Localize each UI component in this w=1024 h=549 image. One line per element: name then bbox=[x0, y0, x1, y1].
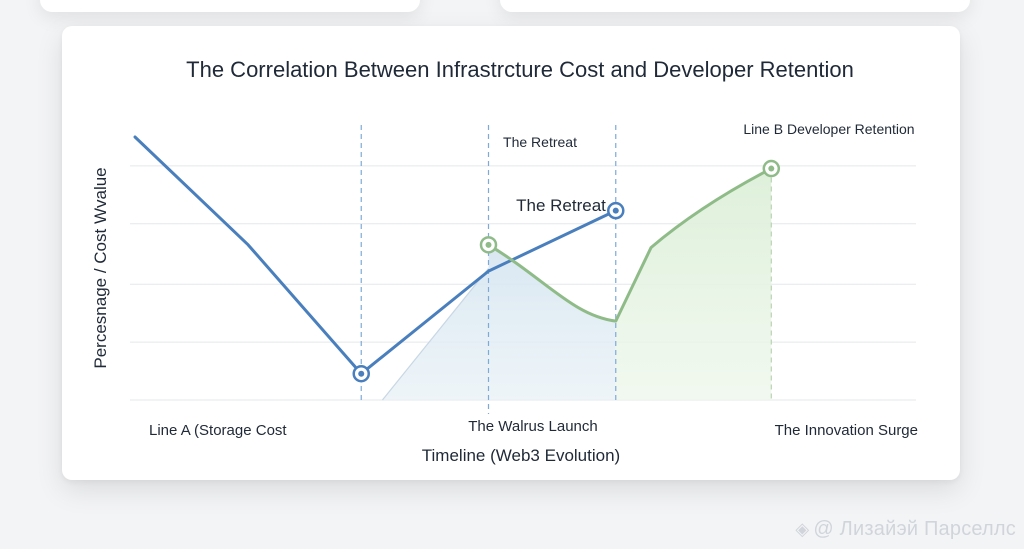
annotation-line-b-label: Line B Developer Retention bbox=[743, 121, 914, 137]
marker-dot-line-a-4 bbox=[612, 207, 619, 214]
watermark: ◈ @ Лизайэй Парселлс bbox=[795, 518, 1016, 541]
area-fill-edge bbox=[381, 268, 489, 401]
annotation-retreat-large: The Retreat bbox=[516, 196, 606, 215]
chart-title: The Correlation Between Infrastrcture Co… bbox=[186, 57, 854, 82]
area-fill-line-b bbox=[615, 168, 772, 400]
x-tick-innovation-surge: The Innovation Surge bbox=[775, 422, 918, 439]
area-fill-line-a bbox=[382, 244, 616, 400]
series-markers bbox=[352, 159, 781, 383]
x-tick-walrus-launch: The Walrus Launch bbox=[468, 418, 598, 435]
x-axis-title: Timeline (Web3 Evolution) bbox=[422, 446, 620, 465]
watermark-text: @ Лизайэй Парселлс bbox=[813, 518, 1016, 540]
annotation-retreat-small: The Retreat bbox=[503, 134, 577, 150]
marker-dot-line-b-3 bbox=[768, 165, 775, 172]
chart-card bbox=[62, 26, 960, 480]
background-card-right bbox=[500, 0, 970, 12]
marker-dot-line-b-0 bbox=[485, 241, 492, 248]
marker-dot-line-a-2 bbox=[358, 370, 365, 377]
series-line-b bbox=[487, 167, 773, 323]
binance-logo-icon: ◈ bbox=[795, 519, 810, 539]
x-tick-line-a: Line A (Storage Cost bbox=[149, 422, 287, 439]
y-axis-title: Percesnage / Cost Wvalue bbox=[91, 167, 110, 368]
area-fills bbox=[381, 168, 772, 401]
background-card-left bbox=[40, 0, 420, 12]
